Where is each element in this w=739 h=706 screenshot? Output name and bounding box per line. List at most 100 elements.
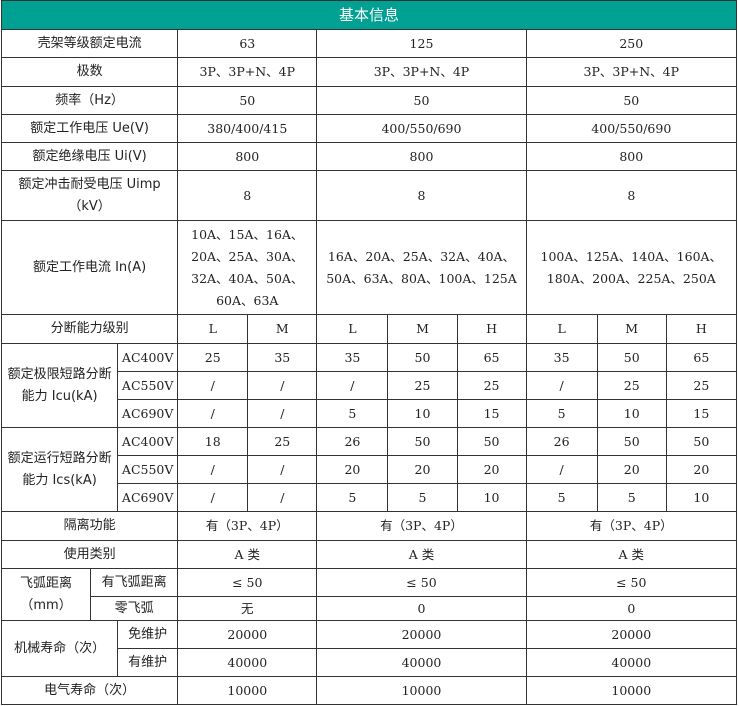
value-cell: 15	[665, 399, 738, 428]
grade-cell: M	[247, 314, 318, 344]
value-250: 3P、3P+N、4P	[525, 57, 738, 87]
table-row-frame_current: 壳架等级额定电流 63 125 250	[0, 29, 738, 58]
row-label: 分断能力级别	[0, 314, 179, 344]
table-row-mech: 机械寿命（次） 免维护 20000 20000 20000	[0, 620, 738, 677]
sub-label: 免维护	[117, 620, 179, 649]
voltage-label: AC400V	[117, 427, 179, 456]
table-row-uimp: 额定冲击耐受电压 Uimp（kV） 8 8 8	[0, 170, 738, 221]
voltage-label: AC690V	[117, 483, 179, 512]
table-row-ics: AC690V //5 5 10 5 5 10	[2, 483, 738, 512]
value-cell: /	[525, 371, 598, 400]
value-63: 50	[177, 86, 318, 115]
value-cell: 5	[525, 483, 598, 512]
value-cell: 20	[596, 455, 667, 484]
value-63: 无	[177, 596, 318, 621]
row-label: 电气寿命（次）	[0, 676, 179, 705]
row-label: 额定极限短路分断能力 Icu(kA)	[0, 343, 119, 428]
value-63: 10A、15A、16A、20A、25A、30A、32A、40A、50A、60A、…	[177, 220, 318, 315]
table-row-poles: 极数 3P、3P+N、4P 3P、3P+N、4P 3P、3P+N、4P	[0, 57, 738, 87]
value-125: 40000	[316, 648, 527, 677]
value-cell: /	[247, 483, 318, 512]
value-250: 10000	[525, 676, 738, 705]
grade-cell: L	[177, 314, 249, 344]
value-cell: 5	[316, 483, 389, 512]
value-125: 8	[316, 170, 527, 221]
value-cell: 35	[316, 343, 389, 372]
value-250: 800	[525, 142, 738, 171]
value-cell: 20	[387, 455, 458, 484]
value-cell: /	[177, 371, 249, 400]
value-cell: /	[316, 371, 389, 400]
value-cell: 26	[316, 427, 389, 456]
value-cell: /	[247, 371, 318, 400]
value-250: 250	[525, 29, 738, 58]
value-cell: 5	[525, 399, 598, 428]
value-250: 100A、125A、140A、160A、180A、200A、225A、250A	[525, 220, 738, 315]
value-63: 63	[177, 29, 318, 58]
value-63: 800	[177, 142, 318, 171]
grade-cell: L	[525, 314, 598, 344]
table-row-ics: 额定运行短路分断能力 Ics(kA) AC400V 18 25 26 50 50 26 50 50	[0, 427, 738, 512]
value-cell: 50	[665, 427, 738, 456]
value-63: 20000	[177, 620, 318, 649]
grade-cell: M	[596, 314, 667, 344]
sub-label: 有飞弧距离	[90, 568, 179, 597]
grade-cell: H	[456, 314, 527, 344]
value-cell: 5	[596, 483, 667, 512]
row-label: 额定工作电压 Ue(V)	[0, 114, 179, 143]
value-cell: 10	[387, 399, 458, 428]
value-250: 0	[525, 596, 738, 621]
grade-cell: H	[665, 314, 738, 344]
value-cell: 35	[525, 343, 598, 372]
value-63: 40000	[177, 648, 318, 677]
value-63: 3P、3P+N、4P	[177, 57, 318, 87]
table-row-frequency: 频率（Hz） 50 50 50	[0, 86, 738, 115]
value-125: 16A、20A、25A、32A、40A、50A、63A、80A、100A、125…	[316, 220, 527, 315]
value-125: 800	[316, 142, 527, 171]
row-label: 额定绝缘电压 Ui(V)	[0, 142, 179, 171]
voltage-label: AC550V	[117, 455, 179, 484]
table-row-ui: 额定绝缘电压 Ui(V) 800 800 800	[0, 142, 738, 171]
value-125: A 类	[316, 540, 527, 569]
value-cell: 25	[387, 371, 458, 400]
row-label: 飞弧距离（mm）	[0, 568, 92, 621]
table-title: 基本信息	[1, 0, 737, 30]
value-cell: 20	[456, 455, 527, 484]
value-cell: /	[525, 455, 598, 484]
value-cell: 35	[247, 343, 318, 372]
row-label: 极数	[0, 57, 179, 87]
row-label: 机械寿命（次）	[0, 620, 119, 677]
value-250: ≤ 50	[525, 568, 738, 597]
value-63: ≤ 50	[177, 568, 318, 597]
row-label: 壳架等级额定电流	[0, 29, 179, 58]
value-250: A 类	[525, 540, 738, 569]
value-125: 50	[316, 86, 527, 115]
value-cell: 25	[247, 427, 318, 456]
value-cell: 20	[316, 455, 389, 484]
value-cell: /	[247, 455, 318, 484]
value-cell: /	[247, 399, 318, 428]
table-row-arc: 飞弧距离（mm） 有飞弧距离 ≤ 50 ≤ 50 ≤ 50	[0, 568, 738, 621]
value-cell: 25	[596, 371, 667, 400]
voltage-label: AC550V	[117, 371, 179, 400]
table-row-arc: 零飞弧无 0 0	[2, 596, 738, 621]
voltage-label: AC690V	[117, 399, 179, 428]
value-250: 400/550/690	[525, 114, 738, 143]
table-row-breaking: 分断能力级别 L M L M H L M H	[0, 314, 738, 344]
value-cell: 10	[596, 399, 667, 428]
value-cell: 10	[456, 483, 527, 512]
table-row-icu: AC550V / //25 25/25 25	[2, 371, 738, 400]
value-125: 10000	[316, 676, 527, 705]
value-125: 125	[316, 29, 527, 58]
table-row-in: 额定工作电流 In(A) 10A、15A、16A、20A、25A、30A、32A、…	[0, 220, 738, 315]
value-cell: 50	[387, 343, 458, 372]
value-125: 400/550/690	[316, 114, 527, 143]
value-125: 0	[316, 596, 527, 621]
value-63: 8	[177, 170, 318, 221]
value-cell: 18	[177, 427, 249, 456]
value-cell: 25	[665, 371, 738, 400]
value-cell: 5	[387, 483, 458, 512]
value-cell: 50	[456, 427, 527, 456]
